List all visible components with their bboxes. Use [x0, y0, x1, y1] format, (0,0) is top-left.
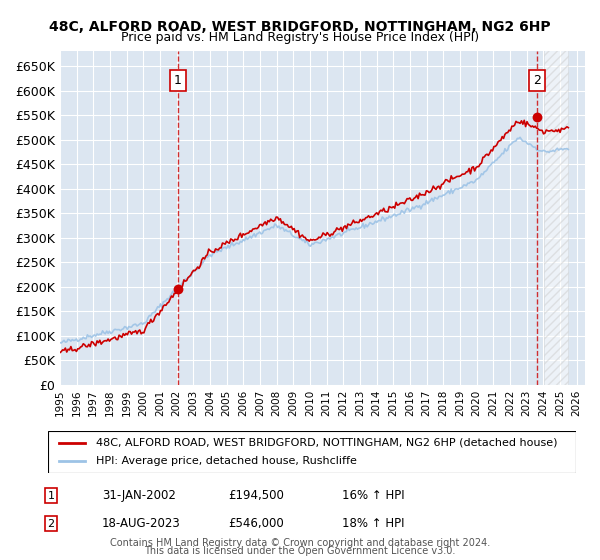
Text: Price paid vs. HM Land Registry's House Price Index (HPI): Price paid vs. HM Land Registry's House …: [121, 31, 479, 44]
Text: 31-JAN-2002: 31-JAN-2002: [102, 489, 176, 502]
Text: £194,500: £194,500: [228, 489, 284, 502]
Text: HPI: Average price, detached house, Rushcliffe: HPI: Average price, detached house, Rush…: [95, 456, 356, 466]
Point: [173, 285, 182, 294]
Text: 18-AUG-2023: 18-AUG-2023: [102, 517, 181, 530]
FancyBboxPatch shape: [48, 431, 576, 473]
Text: 2: 2: [47, 519, 55, 529]
Text: 1: 1: [174, 74, 182, 87]
Text: 18% ↑ HPI: 18% ↑ HPI: [342, 517, 404, 530]
Text: 48C, ALFORD ROAD, WEST BRIDGFORD, NOTTINGHAM, NG2 6HP: 48C, ALFORD ROAD, WEST BRIDGFORD, NOTTIN…: [49, 20, 551, 34]
Text: 16% ↑ HPI: 16% ↑ HPI: [342, 489, 404, 502]
Text: £546,000: £546,000: [228, 517, 284, 530]
Text: 1: 1: [47, 491, 55, 501]
Text: This data is licensed under the Open Government Licence v3.0.: This data is licensed under the Open Gov…: [145, 545, 455, 556]
Text: 2: 2: [533, 74, 541, 87]
Point: [532, 113, 542, 122]
Text: Contains HM Land Registry data © Crown copyright and database right 2024.: Contains HM Land Registry data © Crown c…: [110, 538, 490, 548]
Text: 48C, ALFORD ROAD, WEST BRIDGFORD, NOTTINGHAM, NG2 6HP (detached house): 48C, ALFORD ROAD, WEST BRIDGFORD, NOTTIN…: [95, 438, 557, 448]
